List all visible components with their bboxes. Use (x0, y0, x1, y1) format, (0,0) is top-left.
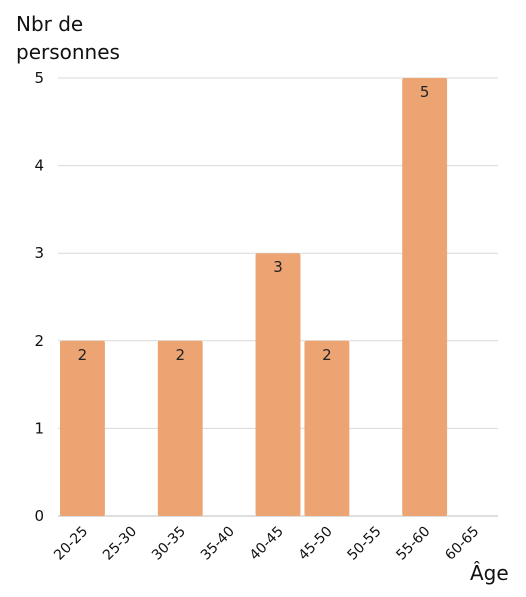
x-tick-20-25: 20-25 (51, 524, 91, 564)
x-axis-label: Âge (470, 561, 509, 585)
bar-45-50 (304, 340, 350, 516)
x-tick-35-40: 35-40 (198, 524, 238, 564)
x-tick-25-30: 25-30 (100, 524, 140, 564)
x-tick-50-55: 50-55 (345, 524, 385, 564)
x-tick-labels: 20-25 25-30 30-35 35-40 40-45 45-50 50-55 55-60… (51, 524, 482, 564)
data-label-55-60: 5 (420, 83, 430, 101)
data-label-20-25: 2 (78, 346, 88, 364)
y-tick-2: 2 (34, 332, 44, 350)
data-label-40-45: 3 (273, 258, 283, 276)
x-tick-45-50: 45-50 (296, 524, 336, 564)
y-tick-5: 5 (34, 69, 44, 87)
y-tick-0: 0 (34, 507, 44, 525)
data-labels: 2 2 3 2 5 (78, 83, 430, 364)
x-tick-30-35: 30-35 (149, 524, 189, 564)
y-tick-3: 3 (34, 244, 44, 262)
y-axis-label: Nbr de personnes (16, 12, 120, 64)
bar-30-35 (157, 340, 203, 516)
y-tick-4: 4 (34, 157, 44, 175)
bar-40-45 (255, 253, 301, 516)
x-tick-60-65: 60-65 (442, 524, 482, 564)
x-tick-55-60: 55-60 (393, 524, 433, 564)
x-tick-40-45: 40-45 (247, 524, 287, 564)
y-tick-labels: 0 1 2 3 4 5 (34, 69, 44, 525)
bars (60, 78, 448, 516)
data-label-45-50: 2 (322, 346, 332, 364)
data-label-30-35: 2 (175, 346, 185, 364)
bar-55-60 (402, 78, 448, 516)
y-tick-1: 1 (34, 419, 44, 437)
bar-20-25 (60, 340, 105, 516)
